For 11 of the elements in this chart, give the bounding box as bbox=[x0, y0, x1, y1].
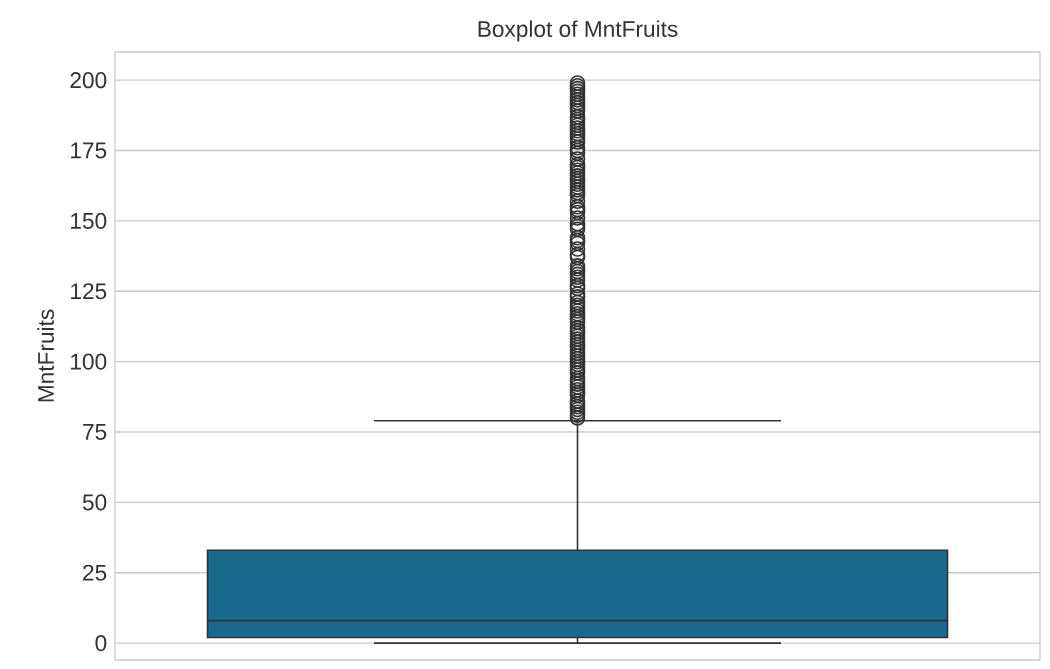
y-axis-title: MntFruits bbox=[37, 309, 54, 402]
y-tick-label: 25 bbox=[83, 564, 107, 581]
chart-title: Boxplot of MntFruits bbox=[478, 20, 678, 42]
y-tick-label: 150 bbox=[71, 212, 107, 229]
y-tick-label: 75 bbox=[83, 424, 107, 440]
y-tick-label: 100 bbox=[71, 353, 107, 370]
y-tick-label: 200 bbox=[70, 72, 107, 89]
y-tick-label: 175 bbox=[71, 142, 107, 159]
y-tick-label: 50 bbox=[82, 494, 107, 511]
y-tick-label: 125 bbox=[71, 283, 107, 300]
y-tick-label: 0 bbox=[95, 635, 107, 652]
